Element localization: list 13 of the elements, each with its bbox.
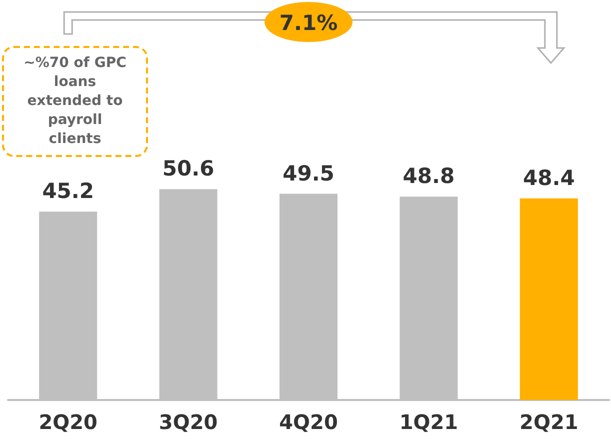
text: 7.1% — [279, 11, 338, 35]
data-label: 49.5 — [282, 161, 334, 186]
data-label: 45.2 — [42, 179, 94, 204]
x-tick-label: 2Q21 — [520, 410, 578, 434]
data-label: 48.4 — [522, 166, 575, 190]
x-tick-label: 2Q20 — [38, 410, 98, 434]
data-label: 48.8 — [402, 164, 455, 188]
bar — [520, 198, 578, 400]
x-tick-label: 1Q21 — [399, 410, 458, 434]
text: ~%70 of GPC loans extended to payroll clients — [2, 46, 148, 157]
x-tick-label: 4Q20 — [279, 410, 338, 434]
x-tick-label: 3Q20 — [158, 410, 218, 434]
data-label: 50.6 — [162, 156, 214, 181]
